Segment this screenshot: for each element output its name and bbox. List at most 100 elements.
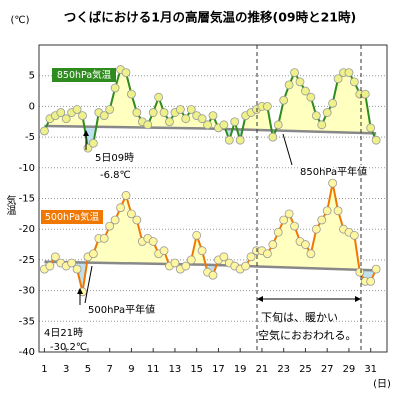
marker [241,261,251,271]
marker [78,111,87,121]
marker [366,123,376,133]
marker [366,276,376,286]
marker [186,255,196,265]
marker [72,105,82,114]
marker [175,105,185,114]
marker [105,221,115,231]
x-tick-label: 27 [321,364,334,375]
marker [284,209,294,219]
annotation: -6.8℃ [100,170,131,181]
marker [110,215,120,225]
marker [273,227,283,237]
legend-label: 500hPa気温 [45,211,100,223]
marker [333,206,343,216]
marker [284,80,294,90]
x-unit: (日) [373,379,391,390]
x-tick-label: 17 [212,364,225,375]
marker [99,111,109,121]
marker [192,230,202,240]
marker [268,132,278,142]
warm-area [44,69,377,134]
marker [148,237,158,246]
y-tick-label: -25 [19,255,35,266]
marker [355,267,365,277]
marker [349,77,359,87]
marker [290,68,299,78]
x-tick-label: 15 [190,364,203,375]
marker [360,89,370,99]
x-tick-label: 31 [364,364,377,375]
annotation: 空気におおわれる。 [258,328,356,342]
marker [208,111,218,121]
y-tick-label: 0 [29,101,35,112]
marker [322,206,332,216]
marker [344,68,354,78]
marker [203,120,212,130]
x-tick-label: 1 [41,364,47,375]
marker [219,120,229,130]
x-tick-label: 29 [343,364,356,375]
annotation: 4日21時 [44,327,83,339]
marker [197,114,207,124]
marker [371,135,381,145]
marker [279,215,289,225]
x-tick-label: 25 [299,364,312,375]
legend-badge [52,68,116,82]
marker [246,252,256,262]
marker [268,240,278,249]
annotation: -30.2℃ [50,342,87,353]
marker [72,264,82,274]
marker [132,108,142,117]
y-tick-label: -30 [19,286,35,297]
marker [197,246,207,256]
y-tick-label: -20 [19,224,35,235]
lines [40,65,381,297]
marker [56,108,66,117]
y-tick-label: 5 [29,71,35,82]
y-unit: (℃) [10,15,29,26]
x-tick-label: 3 [63,364,69,375]
legend-badge [41,210,103,224]
plot-frame [38,44,388,353]
marker [230,117,240,127]
marker [371,264,381,274]
marker [127,209,136,219]
marker [311,111,321,121]
marker [165,117,174,127]
marker [349,230,359,240]
marker [50,252,60,262]
y-tick-label: -35 [19,316,35,327]
marker [295,77,305,87]
x-tick-label: 5 [85,364,91,375]
marker [290,221,299,231]
marker [301,240,310,249]
marker [262,102,272,111]
marker [127,89,136,99]
chart-title: つくばにおける1月の高層気温の推移(09時と21時) [64,10,356,25]
legend-label: 850hPa気温 [57,69,112,81]
marker [170,258,180,268]
marker [317,120,327,130]
annotation: 5日09時 [95,152,134,164]
x-tick-label: 19 [234,364,247,375]
y-axis-label: 気温 [4,194,16,215]
marker [301,86,310,96]
marker [317,215,327,225]
y-tick-label: -40 [19,347,35,358]
marker [224,135,234,145]
marker [132,215,142,225]
leader-head [77,288,83,294]
marker [105,105,115,114]
marker [219,252,229,262]
x-tick-label: 11 [147,364,160,375]
marker [328,178,338,188]
x-tick-label: 23 [277,364,290,375]
marker [40,126,49,136]
marker [143,120,153,130]
leader [282,133,293,166]
y-tick-label: -10 [19,163,35,174]
normal-line [44,260,377,272]
y-tick-label: -5 [25,132,35,143]
marker [186,105,196,114]
